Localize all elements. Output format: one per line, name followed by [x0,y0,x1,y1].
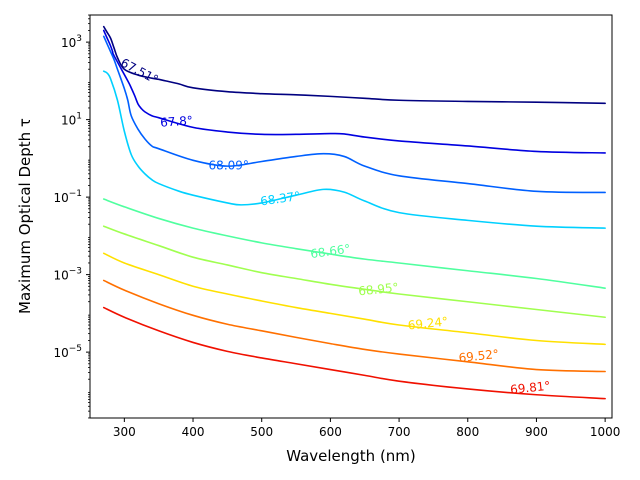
series-line-7 [102,279,606,373]
contour-label-8: 69.81° [509,379,551,397]
y-tick-label-0: 103 [61,34,82,50]
x-axis-ticks: 300 400 500 600 700 800 900 1000 [113,418,621,439]
series-line-1 [102,29,606,154]
contour-label-2: 68.09° [209,158,249,172]
series-line-4 [102,198,606,289]
y-tick-label-4: 10−5 [53,344,82,360]
y-axis-title: Maximum Optical Depth τ [16,118,34,314]
x-tick-label-4: 700 [388,425,411,439]
x-axis-title: Wavelength (nm) [286,447,416,465]
x-tick-label-7: 1000 [590,425,621,439]
series-line-2 [102,35,606,194]
contour-label-3: 68.37° [259,189,301,208]
series-line-8 [102,306,606,400]
plot-frame [89,14,613,419]
x-tick-label-3: 600 [319,425,342,439]
x-tick-label-1: 400 [182,425,205,439]
contour-label-4: 68.66° [309,242,351,261]
contour-label-0: 67.51° [118,56,160,87]
series-line-3 [102,70,606,229]
x-tick-label-5: 800 [456,425,479,439]
y-tick-label-3: 10−3 [53,267,82,283]
contour-label-6: 69.24° [407,314,449,332]
x-tick-label-0: 300 [113,425,136,439]
x-tick-label-6: 900 [525,425,548,439]
contour-labels-layer: 67.51° 67.8° 68.09° 68.37° 68.66° 68.95° 69.24… [118,56,551,397]
y-tick-label-1: 101 [61,112,82,128]
y-axis-ticks: 103 101 10−1 10−3 10−5 [53,14,90,419]
series-line-6 [102,252,606,346]
y-tick-label-2: 10−1 [53,189,82,205]
contour-label-1: 67.8° [160,113,194,129]
contour-label-5: 68.95° [358,280,400,298]
contour-label-7: 69.52° [458,347,500,365]
series-line-5 [102,225,606,319]
x-tick-label-2: 500 [250,425,273,439]
series-line-0 [102,25,606,105]
series-layer [102,25,606,400]
